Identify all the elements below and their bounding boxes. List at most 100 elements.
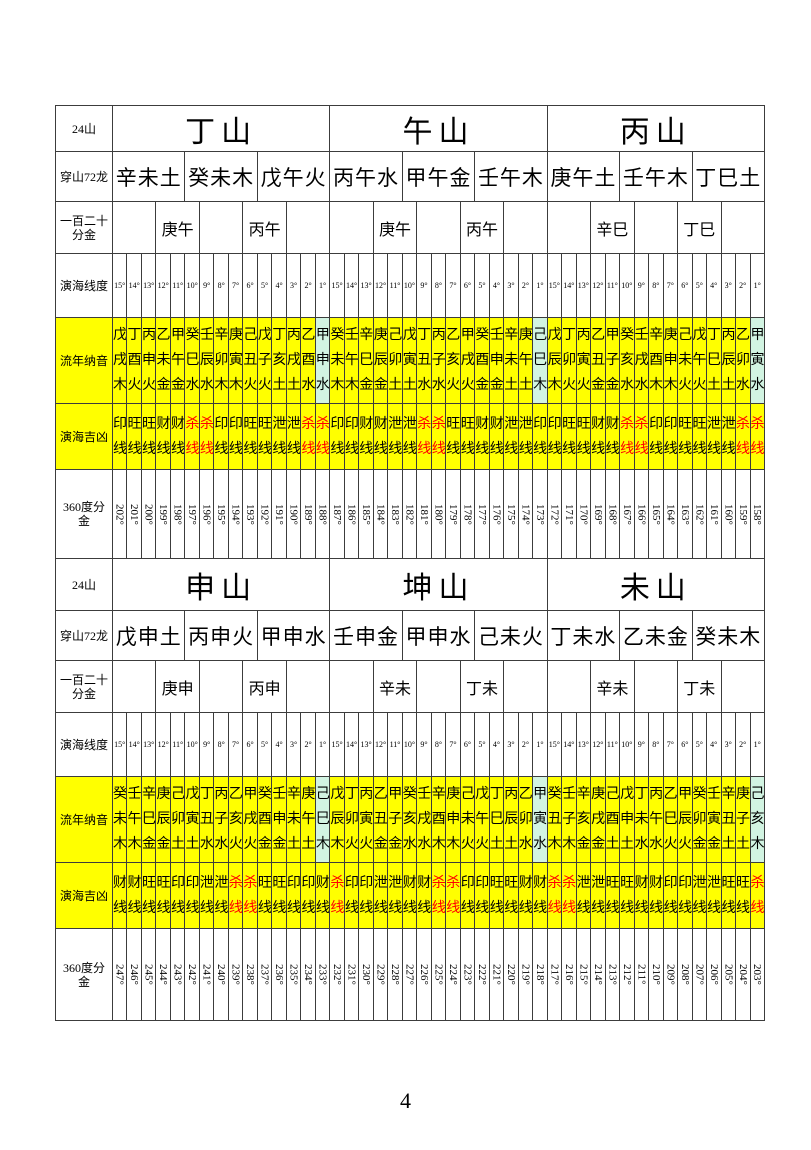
jixiong-cell: 旺线 <box>678 404 693 470</box>
nayin-cell-label: 乙丑金 <box>591 328 606 393</box>
nayin-cell-label: 壬午木 <box>127 787 142 852</box>
deg360-cell: 162° <box>692 470 708 559</box>
nayin-cell-label: 戊辰木 <box>330 787 345 852</box>
line-degree-cell: 13° <box>359 713 374 777</box>
deg360-cell-label: 166° <box>635 503 648 525</box>
nayin-cell: 己卯土 <box>388 318 403 404</box>
dragon-cell: 壬申金 <box>330 611 403 661</box>
jixiong-cell-label: 旺线 <box>127 416 142 457</box>
line-degree-cell-label: 3° <box>724 740 732 749</box>
line-degree-cell: 3° <box>286 713 302 777</box>
nayin-cell-label: 戊寅土 <box>402 328 417 393</box>
deg360-cell: 172° <box>547 470 563 559</box>
line-degree-cell-label: 7° <box>449 281 457 290</box>
line-degree-cell: 5° <box>257 254 273 318</box>
jixiong-cell: 印线 <box>113 404 128 470</box>
deg360-cell-label: 190° <box>287 503 300 525</box>
line-degree-cell-label: 7° <box>666 281 674 290</box>
jixiong-cell: 杀线 <box>243 863 258 929</box>
nayin-cell-label: 丁酉火 <box>127 328 142 393</box>
line-degree-cell: 8° <box>214 713 229 777</box>
line-degree-cell-label: 5° <box>478 740 486 749</box>
dragon-cell-label: 辛未土 <box>115 165 182 190</box>
nayin-cell: 戊戌木 <box>113 318 128 404</box>
jixiong-cell-label: 财线 <box>156 416 171 457</box>
line-degree-cell: 3° <box>721 713 737 777</box>
nayin-cell-label: 癸未木 <box>113 787 127 852</box>
deg360-cell-label: 223° <box>461 964 474 985</box>
deg360-cell-label: 171° <box>562 503 575 525</box>
deg360-cell-label: 246° <box>128 964 141 985</box>
page-number: 4 <box>400 1088 411 1113</box>
jixiong-cell: 旺线 <box>141 404 157 470</box>
nayin-cell-label: 乙亥火 <box>228 787 243 852</box>
line-degree-cell-label: 5° <box>695 281 703 290</box>
line-degree-cell-label: 4° <box>275 281 283 290</box>
jixiong-cell-label: 财线 <box>518 875 533 916</box>
dragon-cell-label: 丁未水 <box>550 624 617 649</box>
line-degree-cell: 15° <box>330 713 345 777</box>
dragon-cell: 癸未木 <box>185 152 258 202</box>
dragon-cell-label: 甲午金 <box>405 165 472 190</box>
deg360-cell-label: 196° <box>200 503 213 525</box>
deg360-cell-label: 218° <box>533 964 546 985</box>
jixiong-cell-label: 杀线 <box>301 416 316 457</box>
jixiong-cell: 财线 <box>127 863 142 929</box>
line-degree-cell: 11° <box>388 254 403 318</box>
jixiong-cell: 旺线 <box>257 404 273 470</box>
deg360-cell: 228° <box>388 929 403 1021</box>
nayin-cell: 癸卯金 <box>692 777 708 863</box>
nayin-cell-label: 壬申金 <box>272 787 287 852</box>
line-degree-cell-label: 14° <box>128 740 140 749</box>
line-degree-cell-label: 4° <box>275 740 283 749</box>
row-header-line-degrees-label: 演海线度 <box>59 278 108 293</box>
dragon-cell: 甲申水 <box>257 611 331 661</box>
deg360-cell: 203° <box>750 929 765 1021</box>
nayin-cell: 辛亥金 <box>576 777 592 863</box>
jixiong-cell-label: 旺线 <box>692 416 707 457</box>
line-degree-cell-label: 12° <box>592 281 604 290</box>
line-degree-cell: 5° <box>257 713 273 777</box>
line-degree-cell-label: 4° <box>492 281 501 290</box>
jixiong-cell-label: 印线 <box>359 875 374 916</box>
line-degree-cell: 1° <box>315 254 331 318</box>
row-header-dragons-label: 穿山72龙 <box>59 628 108 643</box>
deg360-cell-label: 194° <box>229 503 242 525</box>
nayin-cell: 丁巳土 <box>489 777 505 863</box>
deg360-cell-label: 227° <box>403 964 416 985</box>
nayin-cell-label: 丁巳土 <box>489 787 504 852</box>
gold120-cell-label: 丙申 <box>248 680 281 698</box>
deg360-cell-label: 181° <box>418 503 430 525</box>
deg360-cell-label: 222° <box>475 964 488 985</box>
deg360-cell-label: 212° <box>620 964 633 985</box>
line-degree-cell-label: 3° <box>507 740 515 749</box>
line-degree-cell-label: 11° <box>389 740 401 749</box>
jixiong-cell-label: 印线 <box>547 416 562 457</box>
nayin-cell: 辛巳金 <box>141 777 157 863</box>
nayin-cell: 乙未金 <box>156 318 171 404</box>
deg360-cell: 171° <box>562 470 577 559</box>
deg360-cell: 227° <box>402 929 418 1021</box>
deg360-cell-label: 189° <box>302 503 315 525</box>
jixiong-cell: 财线 <box>489 404 505 470</box>
deg360-cell-label: 187° <box>331 503 344 525</box>
jixiong-cell: 印线 <box>678 863 693 929</box>
nayin-cell-label: 庚辰金 <box>373 328 388 393</box>
line-degree-cell-label: 12° <box>592 740 604 749</box>
jixiong-cell: 泄线 <box>402 404 418 470</box>
line-degree-cell: 5° <box>475 713 490 777</box>
jixiong-cell-label: 杀线 <box>562 875 577 916</box>
line-degree-cell: 9° <box>634 713 650 777</box>
jixiong-cell: 财线 <box>417 863 432 929</box>
deg360-cell-label: 241° <box>200 964 213 985</box>
deg360-cell-label: 231° <box>345 964 358 985</box>
jixiong-cell-label: 财线 <box>402 875 417 916</box>
jixiong-cell: 旺线 <box>736 863 751 929</box>
deg360-cell: 221° <box>489 929 505 1021</box>
line-degree-cell: 14° <box>562 254 577 318</box>
jixiong-cell: 杀线 <box>750 404 765 470</box>
jixiong-cell-label: 印线 <box>678 875 693 916</box>
jixiong-cell: 泄线 <box>286 404 302 470</box>
deg360-cell: 158° <box>750 470 765 559</box>
dragon-cell-label: 壬午木 <box>477 165 544 190</box>
